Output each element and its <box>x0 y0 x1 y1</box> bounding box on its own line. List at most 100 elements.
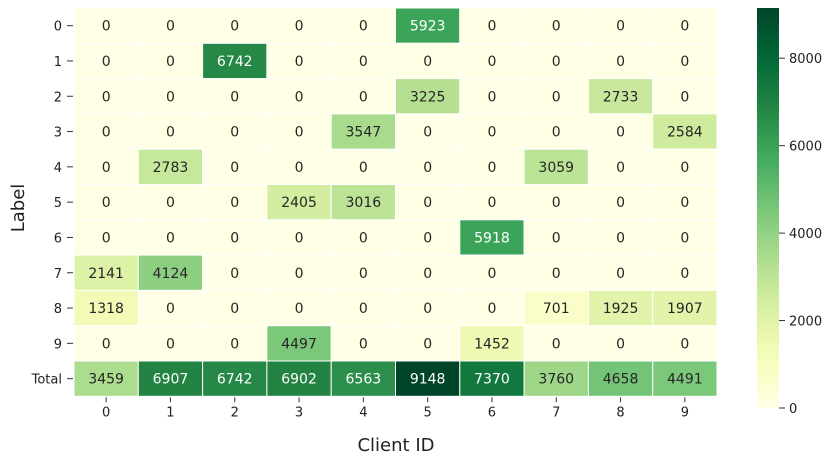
cell-value-label: 0 <box>552 230 561 246</box>
heatmap-cell <box>459 148 525 185</box>
heatmap-cell <box>73 78 139 115</box>
heatmap-cell <box>137 148 204 185</box>
cell-value-label: 0 <box>359 336 368 352</box>
heatmap-cell <box>266 184 332 221</box>
cell-value-label: 0 <box>423 266 432 282</box>
cell-value-label: 0 <box>423 230 432 246</box>
y-tick-label: 7 <box>54 267 62 282</box>
heatmap-cell <box>652 42 718 80</box>
cell-value-label: 2783 <box>153 160 189 176</box>
heatmap-cell <box>587 42 654 80</box>
cell-value-label: 0 <box>359 160 368 176</box>
cell-value-label: 6563 <box>346 372 382 388</box>
cell-value-label: 0 <box>680 195 689 211</box>
cell-value-label: 0 <box>487 54 496 70</box>
cell-value-label: 0 <box>616 125 625 141</box>
heatmap-cell <box>395 42 461 80</box>
cell-value-label: 0 <box>295 160 304 176</box>
heatmap-cell <box>587 219 654 256</box>
cell-value-label: 0 <box>552 125 561 141</box>
cell-value-label: 0 <box>680 54 689 70</box>
cell-value-label: 0 <box>102 160 111 176</box>
heatmap-cell <box>459 42 525 80</box>
heatmap-cell <box>459 113 525 150</box>
heatmap-cell <box>652 325 718 362</box>
cell-value-label: 0 <box>423 125 432 141</box>
x-tick-label: 4 <box>359 405 367 420</box>
x-tick-label: 8 <box>616 405 624 420</box>
heatmap-cell <box>330 184 397 221</box>
heatmap-cell <box>395 325 461 362</box>
heatmap-cell <box>523 360 589 397</box>
heatmap-cell <box>459 78 525 115</box>
cell-value-label: 0 <box>423 54 432 70</box>
cell-value-label: 6902 <box>281 372 317 388</box>
cell-value-label: 6907 <box>153 372 189 388</box>
cell-value-label: 0 <box>295 89 304 105</box>
cell-value-label: 0 <box>680 230 689 246</box>
y-tick-label: 2 <box>54 90 62 105</box>
y-tick-labels: 0 1 2 3 4 5 6 7 8 9 Total <box>31 20 73 388</box>
heatmap-cell <box>330 360 397 397</box>
heatmap-cell <box>459 289 525 327</box>
cell-value-label: 0 <box>487 19 496 35</box>
y-tick-label: 5 <box>54 196 62 211</box>
heatmap-cell <box>523 148 589 185</box>
cell-value-label: 2584 <box>667 125 703 141</box>
cell-value-label: 0 <box>616 195 625 211</box>
cell-value-label: 0 <box>423 160 432 176</box>
colorbar <box>757 8 779 408</box>
cell-value-label: 0 <box>230 230 239 246</box>
cell-value-label: 0 <box>102 89 111 105</box>
heatmap-cell <box>395 219 461 256</box>
cell-value-label: 3059 <box>538 160 574 176</box>
cell-value-label: 6742 <box>217 372 253 388</box>
cell-value-label: 0 <box>552 89 561 105</box>
cell-value-label: 2141 <box>88 266 124 282</box>
cell-value-label: 6742 <box>217 54 253 70</box>
x-tick-label: 3 <box>295 405 303 420</box>
cell-value-label: 0 <box>166 230 175 246</box>
y-tick-label: 8 <box>54 302 62 317</box>
heatmap-cell <box>137 42 204 80</box>
heatmap-cell <box>587 254 654 291</box>
cell-value-label: 1452 <box>474 336 510 352</box>
heatmap-cell <box>266 219 332 256</box>
heatmap-cell <box>137 289 204 327</box>
cell-value-label: 0 <box>230 125 239 141</box>
cell-value-label: 0 <box>295 19 304 35</box>
cell-value-label: 0 <box>102 125 111 141</box>
cell-value-label: 0 <box>423 195 432 211</box>
heatmap-cell <box>202 254 268 291</box>
cell-value-label: 0 <box>102 230 111 246</box>
x-tick-label: 0 <box>102 405 110 420</box>
cell-value-label: 0 <box>680 266 689 282</box>
heatmap-cell <box>652 254 718 291</box>
cell-value-label: 3016 <box>346 195 382 211</box>
cell-value-label: 0 <box>423 336 432 352</box>
heatmap-cell <box>266 360 332 397</box>
x-tick-label: 2 <box>231 405 239 420</box>
cell-value-label: 0 <box>616 336 625 352</box>
heatmap-cell <box>137 7 204 44</box>
cell-value-label: 0 <box>230 160 239 176</box>
cell-value-label: 0 <box>680 19 689 35</box>
x-tick-label: 1 <box>166 405 174 420</box>
cell-value-label: 0 <box>295 230 304 246</box>
cell-value-label: 0 <box>166 89 175 105</box>
cell-value-label: 0 <box>295 266 304 282</box>
heatmap-cell <box>652 113 718 150</box>
cell-value-label: 0 <box>359 266 368 282</box>
heatmap-cell <box>330 254 397 291</box>
cell-value-label: 0 <box>166 19 175 35</box>
heatmap-cell <box>523 78 589 115</box>
heatmap-cell <box>523 254 589 291</box>
cell-value-label: 0 <box>295 301 304 317</box>
heatmap-cell <box>73 184 139 221</box>
cell-value-label: 701 <box>543 301 570 317</box>
cell-value-label: 0 <box>230 19 239 35</box>
x-tick-labels: 0 1 2 3 4 5 6 7 8 9 <box>102 397 689 420</box>
cell-value-label: 0 <box>359 301 368 317</box>
heatmap-cell <box>202 360 268 397</box>
heatmap-cell <box>202 148 268 185</box>
